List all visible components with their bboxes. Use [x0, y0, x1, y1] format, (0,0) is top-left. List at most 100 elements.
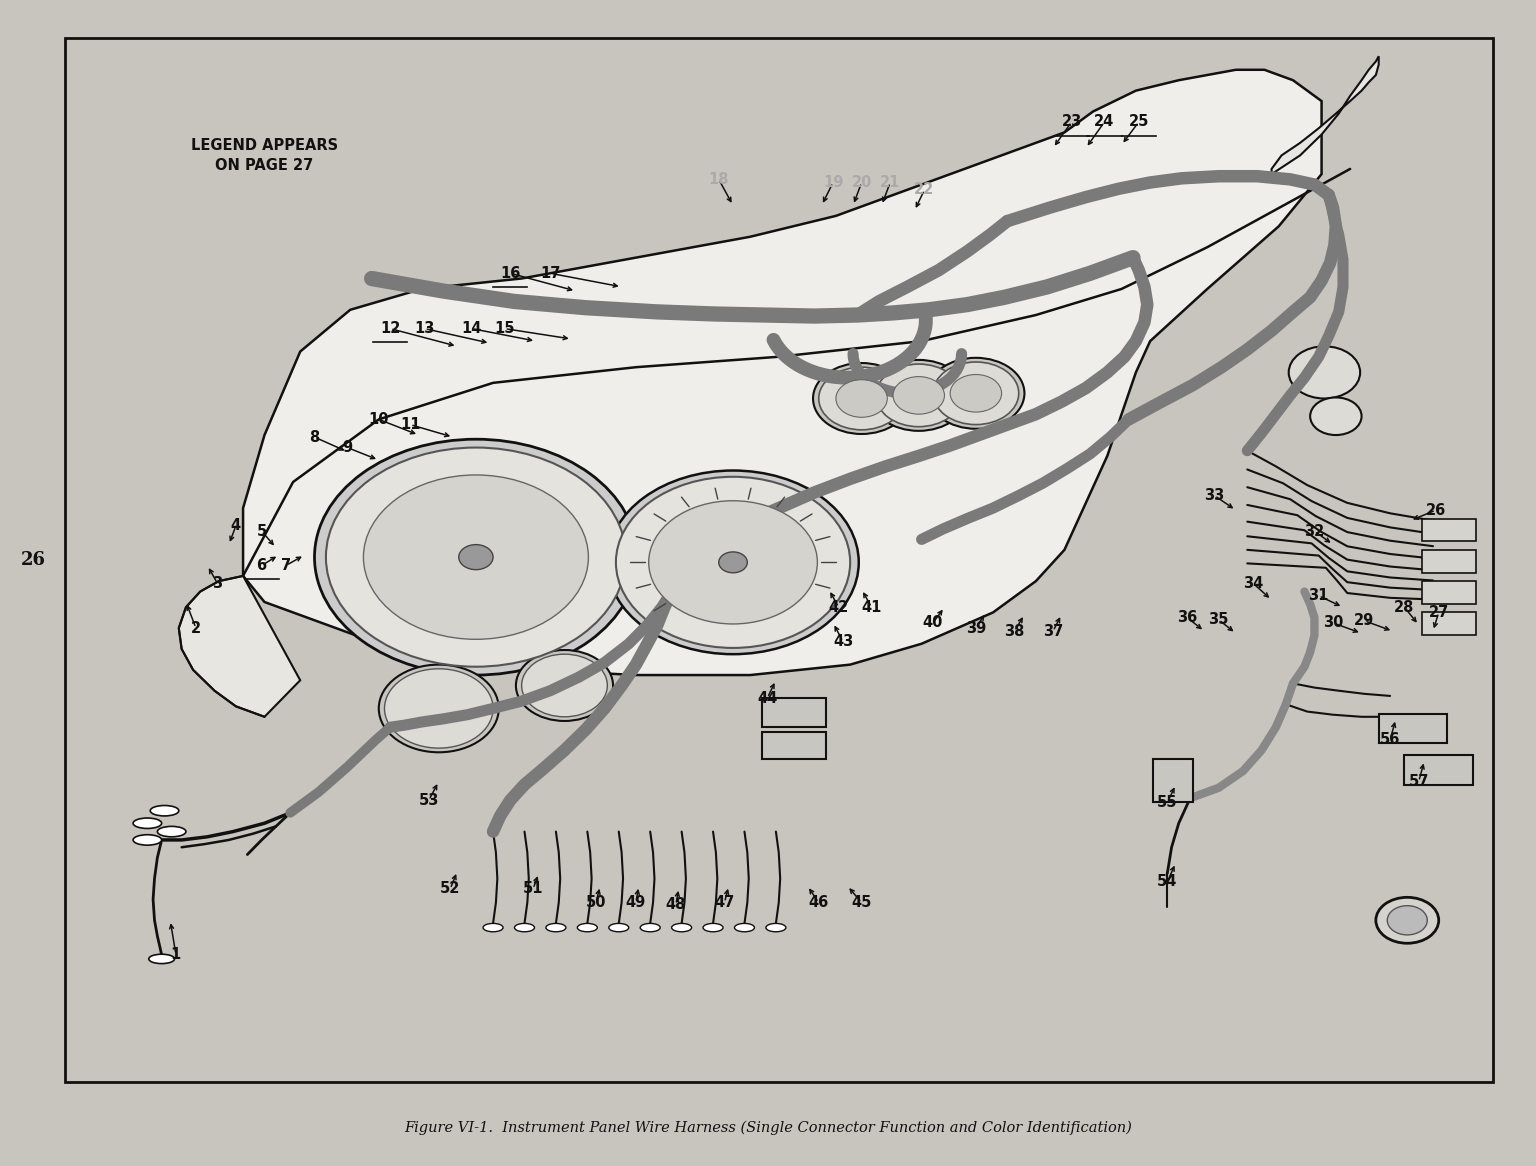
Text: 3: 3 — [212, 576, 223, 591]
Text: 53: 53 — [419, 793, 439, 808]
Text: 37: 37 — [1043, 624, 1063, 639]
Text: 54: 54 — [1157, 874, 1178, 890]
Text: 17: 17 — [541, 266, 561, 281]
Text: LEGEND APPEARS
ON PAGE 27: LEGEND APPEARS ON PAGE 27 — [190, 138, 338, 173]
Ellipse shape — [149, 954, 175, 963]
Ellipse shape — [608, 923, 628, 932]
Bar — [1422, 550, 1476, 573]
Circle shape — [813, 363, 911, 434]
Text: Figure VI-1.  Instrument Panel Wire Harness (Single Connector Function and Color: Figure VI-1. Instrument Panel Wire Harne… — [404, 1121, 1132, 1135]
Text: 33: 33 — [1204, 489, 1224, 503]
Bar — [762, 732, 826, 759]
Text: 18: 18 — [708, 171, 730, 187]
Text: 7: 7 — [281, 559, 290, 573]
Bar — [1422, 612, 1476, 635]
Circle shape — [1289, 346, 1361, 399]
Ellipse shape — [578, 923, 598, 932]
Ellipse shape — [134, 819, 161, 829]
Bar — [1379, 714, 1447, 743]
Bar — [1404, 756, 1473, 785]
Polygon shape — [1272, 56, 1379, 174]
Text: 25: 25 — [1129, 114, 1149, 129]
Text: 6: 6 — [257, 559, 267, 573]
Text: 1: 1 — [170, 947, 181, 962]
Text: 46: 46 — [808, 895, 829, 909]
Text: 32: 32 — [1304, 524, 1324, 539]
Text: 16: 16 — [501, 266, 521, 281]
Text: 13: 13 — [415, 321, 435, 336]
Text: 50: 50 — [585, 895, 607, 909]
Text: 28: 28 — [1395, 599, 1415, 614]
Circle shape — [871, 360, 968, 431]
Text: 48: 48 — [665, 897, 687, 912]
Circle shape — [819, 367, 905, 430]
Text: 9: 9 — [343, 440, 352, 455]
Text: 11: 11 — [399, 417, 421, 433]
Ellipse shape — [134, 835, 161, 845]
Polygon shape — [178, 576, 300, 717]
Bar — [1422, 519, 1476, 541]
Ellipse shape — [515, 923, 535, 932]
Ellipse shape — [703, 923, 723, 932]
Text: 39: 39 — [966, 620, 986, 635]
Text: 5: 5 — [257, 524, 267, 539]
Circle shape — [932, 361, 1018, 424]
Text: 23: 23 — [1061, 114, 1081, 129]
Bar — [762, 698, 826, 728]
Text: 14: 14 — [461, 321, 482, 336]
Text: 42: 42 — [828, 599, 849, 614]
Text: 36: 36 — [1177, 610, 1198, 625]
Ellipse shape — [766, 923, 786, 932]
Text: 40: 40 — [923, 616, 943, 631]
Text: 45: 45 — [851, 895, 872, 909]
Circle shape — [384, 669, 493, 749]
Text: 52: 52 — [439, 881, 461, 897]
Circle shape — [1376, 898, 1439, 943]
Ellipse shape — [151, 806, 178, 816]
Circle shape — [719, 552, 748, 573]
Text: 19: 19 — [823, 175, 843, 190]
Text: 56: 56 — [1379, 732, 1401, 747]
Text: 24: 24 — [1094, 114, 1115, 129]
Text: 51: 51 — [522, 881, 544, 897]
Circle shape — [364, 475, 588, 639]
Circle shape — [951, 374, 1001, 412]
Ellipse shape — [545, 923, 565, 932]
Text: 57: 57 — [1409, 774, 1428, 789]
Circle shape — [459, 545, 493, 570]
Ellipse shape — [157, 827, 186, 837]
Circle shape — [892, 377, 945, 414]
Circle shape — [516, 649, 613, 721]
Circle shape — [315, 440, 637, 675]
Text: 35: 35 — [1209, 612, 1229, 627]
Circle shape — [648, 500, 817, 624]
Text: 10: 10 — [369, 412, 389, 427]
Circle shape — [607, 471, 859, 654]
Text: 26: 26 — [1425, 503, 1445, 518]
Ellipse shape — [482, 923, 504, 932]
Text: 38: 38 — [1005, 624, 1025, 639]
Bar — [1422, 581, 1476, 604]
Text: 8: 8 — [309, 429, 319, 444]
Text: 41: 41 — [862, 599, 882, 614]
Text: 47: 47 — [714, 895, 734, 909]
Text: 22: 22 — [914, 182, 934, 197]
Ellipse shape — [734, 923, 754, 932]
Circle shape — [379, 665, 499, 752]
Text: 27: 27 — [1428, 605, 1448, 620]
Text: 12: 12 — [379, 321, 401, 336]
Text: 49: 49 — [625, 895, 647, 909]
Text: 55: 55 — [1157, 795, 1178, 810]
Circle shape — [326, 448, 625, 667]
Text: 29: 29 — [1355, 613, 1375, 628]
Text: 15: 15 — [495, 321, 515, 336]
Polygon shape — [243, 70, 1321, 675]
Text: 20: 20 — [851, 175, 872, 190]
Text: 21: 21 — [880, 175, 900, 190]
Circle shape — [876, 364, 962, 427]
Circle shape — [522, 654, 607, 717]
Text: 34: 34 — [1243, 576, 1263, 591]
Circle shape — [928, 358, 1025, 429]
Text: 4: 4 — [230, 519, 241, 533]
Text: 43: 43 — [833, 634, 852, 649]
